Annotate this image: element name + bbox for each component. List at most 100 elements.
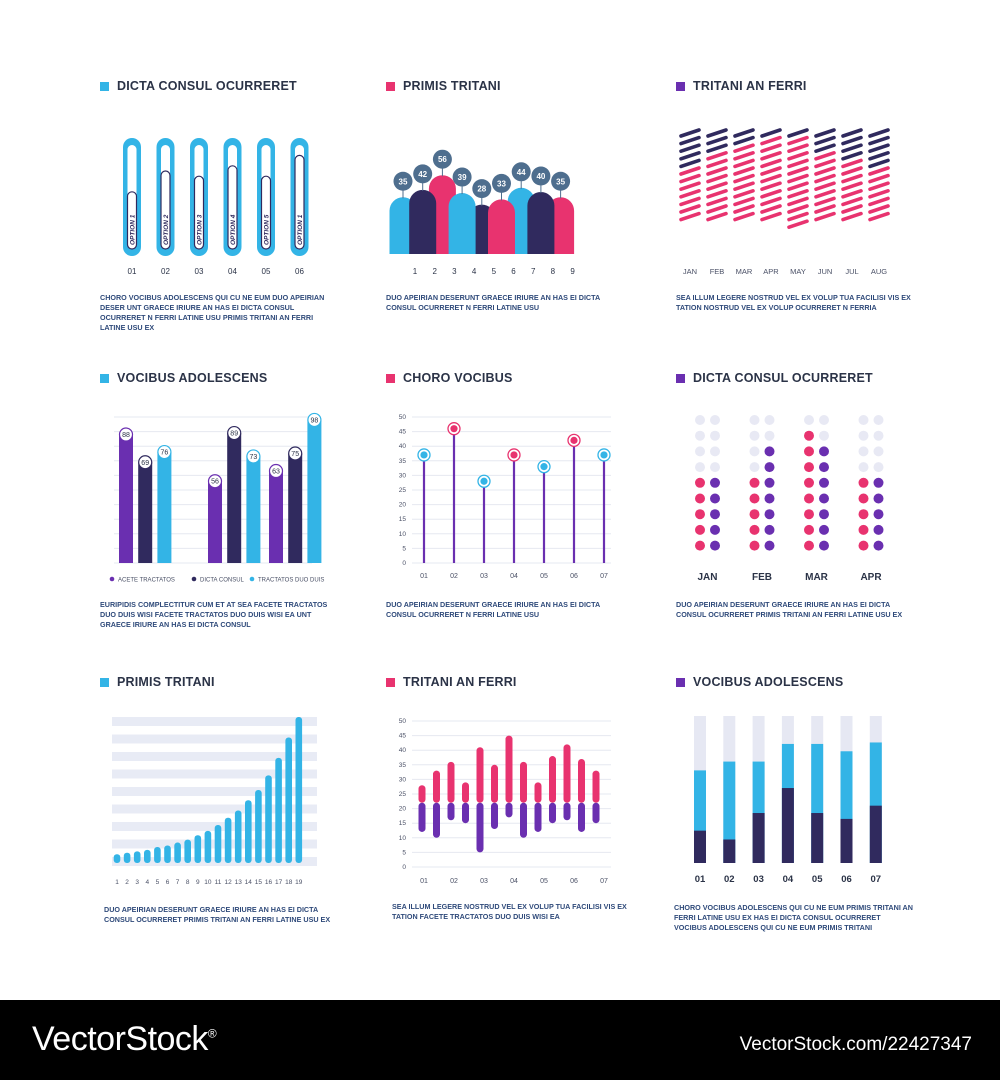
navy-stripe (868, 128, 890, 138)
grouped-bar (269, 471, 283, 563)
category-label: 06 (841, 874, 852, 885)
filled-dot (804, 524, 814, 535)
pin-marker (472, 179, 492, 199)
lower-range-bar (563, 802, 571, 821)
arch-bar (488, 199, 515, 254)
y-tick-label: 40 (399, 747, 407, 754)
y-tick-label: 40 (399, 443, 407, 450)
empty-dot (749, 415, 760, 425)
category-label: 01 (695, 874, 706, 885)
pink-stripe (679, 204, 701, 214)
category-label: 07 (600, 878, 608, 885)
title-square-icon (386, 373, 395, 383)
lollipop-dot (510, 451, 518, 459)
pink-stripe (679, 211, 701, 222)
pink-stripe (733, 173, 755, 184)
filled-dot (819, 477, 829, 488)
empty-dot (764, 430, 775, 441)
filled-dot (749, 493, 760, 504)
value-badge (157, 444, 172, 460)
arch-bar (409, 189, 437, 254)
title-square-icon (386, 677, 395, 687)
filled-dot (819, 540, 829, 551)
growth-bar (275, 757, 282, 863)
y-tick-label: 45 (399, 429, 407, 436)
panel-description: CHORO VOCIBUS ADOLESCENS QUI CU NE EUM D… (100, 293, 325, 332)
panel-title: CHORO VOCIBUS (386, 368, 513, 388)
option-bar (227, 165, 238, 250)
y-tick-label: 5 (402, 849, 406, 856)
background-band (112, 787, 317, 796)
lower-range-bar (578, 802, 585, 832)
grouped-bar (227, 433, 242, 563)
title-square-icon (676, 81, 685, 91)
watermark-footer: VectorStock® VectorStock.com/22427347 (0, 1000, 1000, 1080)
growth-bar (214, 825, 222, 863)
pink-stripe (733, 211, 755, 222)
y-tick-label: 45 (399, 733, 407, 740)
filled-dot (764, 446, 775, 457)
title-square-icon (386, 81, 395, 91)
pink-stripe (706, 173, 728, 184)
filled-dot (749, 524, 760, 535)
pink-stripe (733, 150, 755, 161)
pink-stripe (787, 166, 809, 176)
legend-label: DICTA CONSUL (200, 578, 245, 584)
empty-dot (695, 430, 705, 441)
category-label: 04 (510, 878, 518, 885)
filled-dot (695, 477, 705, 488)
category-label: JAN (683, 267, 697, 276)
empty-dot (819, 430, 829, 441)
growth-bar (245, 800, 252, 863)
lollipop-dot (570, 436, 578, 444)
data-label: 98 (311, 417, 319, 424)
lollipop-dot (450, 425, 458, 433)
filled-dot (710, 477, 720, 488)
pink-stripe (841, 166, 863, 176)
filled-dot (873, 540, 884, 551)
category-label: 17 (275, 879, 283, 886)
pink-stripe (760, 173, 782, 184)
lower-range-bar (418, 802, 426, 832)
pink-stripe (679, 181, 701, 192)
pink-stripe (733, 181, 755, 192)
category-label: 6 (166, 879, 170, 886)
y-tick-label: 10 (399, 531, 407, 538)
data-label: 56 (438, 155, 447, 164)
navy-stripe (814, 135, 836, 146)
category-label: 06 (295, 267, 304, 276)
pink-stripe (787, 143, 809, 154)
navy-stripe (706, 135, 728, 146)
y-tick-label: 30 (399, 776, 407, 783)
value-badge (207, 474, 223, 489)
pink-stripe (733, 166, 755, 176)
empty-dot (695, 446, 705, 457)
filled-dot (819, 509, 829, 520)
pink-stripe (706, 181, 728, 192)
growth-bar (133, 851, 141, 863)
y-tick-label: 0 (402, 560, 406, 567)
option-bar (260, 175, 272, 250)
y-tick-label: 0 (402, 864, 406, 871)
empty-dot (873, 430, 884, 441)
navy-segment (869, 805, 882, 863)
category-label: 03 (480, 878, 488, 885)
panel-title: TRITANI AN FERRI (676, 76, 807, 96)
option-bar (126, 191, 138, 250)
option-label: OPTION 2 (163, 214, 170, 245)
growth-bar (224, 817, 232, 863)
category-label: MAR (736, 267, 753, 276)
panel-title: PRIMIS TRITANI (386, 76, 501, 96)
pink-stripe (868, 189, 890, 199)
background-band (112, 752, 317, 761)
growth-bar (164, 845, 171, 863)
lower-range-bar (447, 802, 455, 821)
data-label: 35 (399, 177, 408, 186)
navy-stripe (679, 135, 701, 146)
category-label: 01 (128, 267, 137, 276)
pin-marker (393, 171, 413, 191)
pink-stripe (733, 143, 755, 154)
category-label: 7 (531, 267, 536, 276)
pink-stripe (814, 189, 836, 199)
background-band (112, 734, 317, 744)
